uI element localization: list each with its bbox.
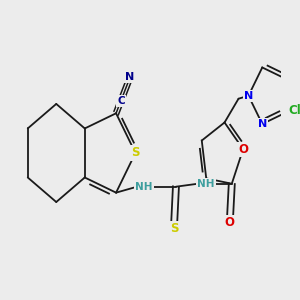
Text: O: O [238,143,248,156]
Text: N: N [258,119,267,129]
Text: C: C [117,96,125,106]
Text: NH: NH [135,182,153,192]
Text: NH: NH [197,179,214,189]
Text: N: N [244,91,253,101]
Text: Cl: Cl [288,104,300,118]
Text: S: S [170,222,178,235]
Text: N: N [125,72,135,82]
Text: O: O [225,216,235,229]
Text: S: S [131,146,140,160]
